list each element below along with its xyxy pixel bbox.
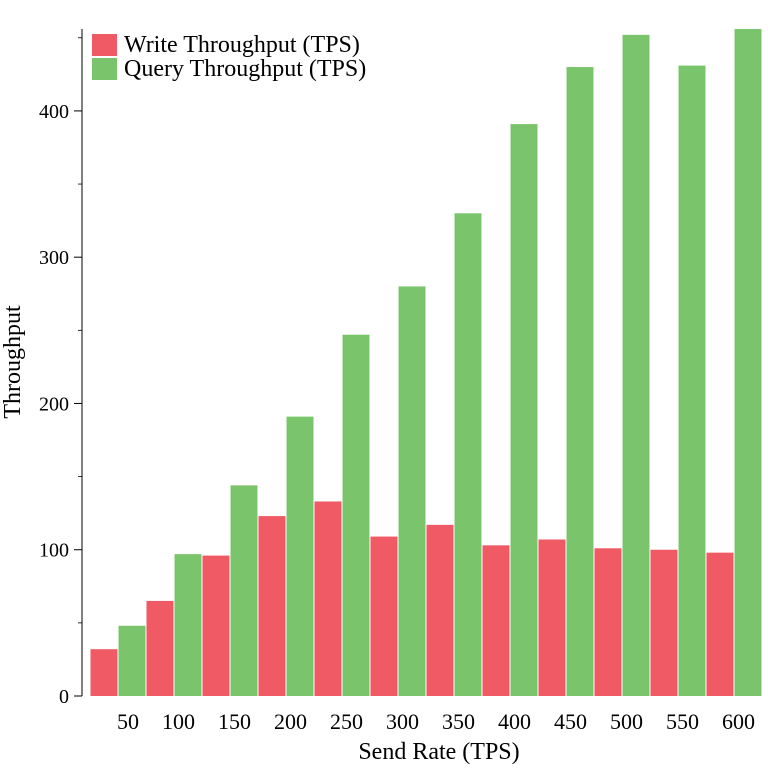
y-tick-label-300: 300 [39,247,69,269]
bar-query-150 [230,485,258,696]
x-tick-label-550: 550 [666,709,699,734]
x-tick-label-200: 200 [274,709,307,734]
bar-query-50 [118,625,146,696]
bar-query-600 [734,29,762,696]
legend-swatch-query [92,58,117,80]
x-tick-label-150: 150 [218,709,251,734]
legend-swatch-write [92,34,117,56]
x-tick-label-100: 100 [162,709,195,734]
bar-write-250 [314,501,342,696]
y-tick-label-400: 400 [39,101,69,123]
y-tick-label-0: 0 [59,686,69,708]
x-tick-label-50: 50 [117,709,139,734]
bar-query-100 [174,554,202,696]
bar-write-100 [146,600,174,696]
bar-query-200 [286,416,314,696]
legend: Write Throughput (TPS)Query Throughput (… [92,32,366,82]
y-axis-title: Throughput [0,305,26,419]
x-tick-label-450: 450 [554,709,587,734]
bar-query-400 [510,124,538,696]
x-axis-title: Send Rate (TPS) [358,739,519,765]
bar-query-250 [342,334,370,696]
bar-query-450 [566,67,594,696]
x-tick-label-350: 350 [442,709,475,734]
legend-label-query: Query Throughput (TPS) [124,56,366,82]
bar-write-350 [426,524,454,696]
bar-write-600 [706,552,734,696]
bar-write-200 [258,516,286,696]
bar-query-500 [622,34,650,697]
bar-query-300 [398,286,426,696]
bars-layer [90,29,762,697]
bar-write-150 [202,555,230,696]
bar-write-500 [594,548,622,696]
bar-write-50 [90,649,118,696]
legend-label-write: Write Throughput (TPS) [124,32,360,58]
y-tick-label-100: 100 [39,540,69,562]
y-tick-label-200: 200 [39,393,69,415]
x-tick-label-600: 600 [722,709,755,734]
y-ticks-layer: 0 100 200 300 400 [39,37,82,708]
x-tick-label-500: 500 [610,709,643,734]
x-tick-label-300: 300 [386,709,419,734]
bar-write-400 [482,545,510,696]
bar-write-300 [370,536,398,696]
bar-query-350 [454,213,482,697]
x-ticks-layer: 50 100 150 200 250 300 350 400 450 500 550 600 [117,709,755,734]
bar-write-450 [538,539,566,696]
x-tick-label-400: 400 [498,709,531,734]
x-tick-label-250: 250 [330,709,363,734]
bar-write-550 [650,549,678,696]
bar-query-550 [678,65,706,696]
